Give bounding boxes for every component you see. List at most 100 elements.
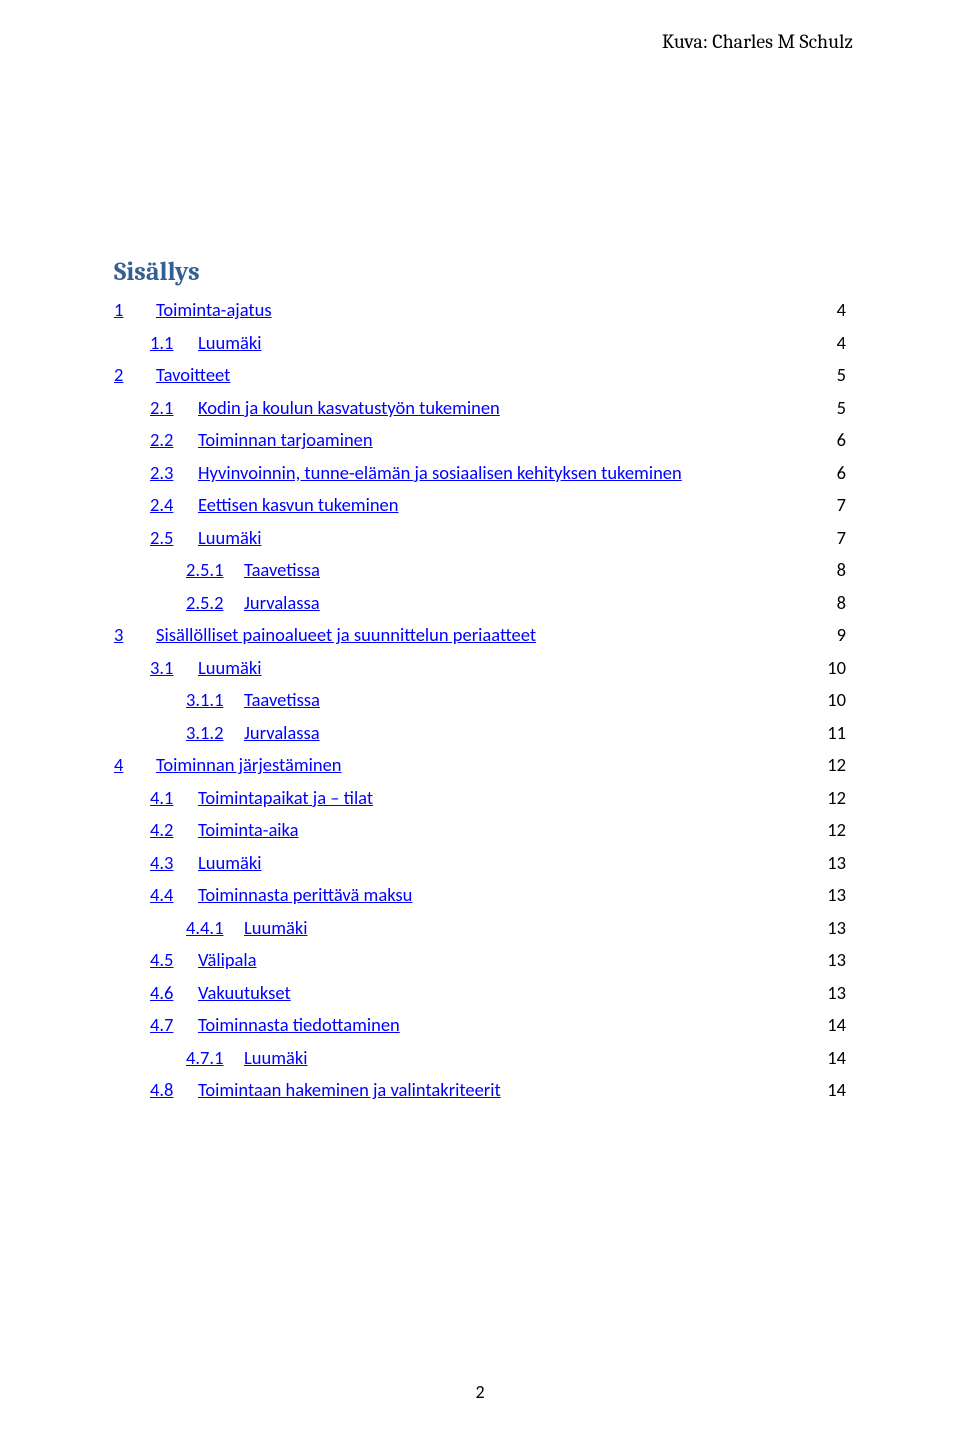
toc-entry-text: Luumäki: [244, 919, 308, 938]
toc-entry-number: 1.1: [150, 334, 198, 353]
toc-entry-page: 6: [837, 464, 846, 483]
toc-entry-text: Toiminnasta tiedottaminen: [198, 1016, 400, 1035]
toc-entry-left: 3.1Luumäki: [150, 659, 262, 678]
toc-entry-number: 2.5: [150, 529, 198, 548]
toc-entry-left: 4.4.1Luumäki: [186, 919, 308, 938]
toc-entry[interactable]: 2.1Kodin ja koulun kasvatustyön tukemine…: [114, 399, 846, 418]
toc-entry[interactable]: 3Sisällölliset painoalueet ja suunnittel…: [114, 626, 846, 645]
toc-entry-page: 7: [837, 496, 846, 515]
toc-entry-text: Jurvalassa: [244, 594, 320, 613]
image-credit: Kuva: Charles M Schulz: [114, 30, 853, 53]
toc-entry-page: 8: [837, 594, 846, 613]
toc-entry[interactable]: 3.1.1Taavetissa 10: [114, 691, 846, 710]
toc-entry-text: Toiminnasta perittävä maksu: [198, 886, 412, 905]
toc-entry-text: Luumäki: [198, 854, 262, 873]
toc-entry-text: Tavoitteet: [156, 366, 230, 385]
toc-entry-text: Toiminta-ajatus: [156, 301, 272, 320]
toc-entry[interactable]: 4.6Vakuutukset13: [114, 984, 846, 1003]
toc-entry-page: 13: [827, 886, 846, 905]
toc-entry-page: 14: [827, 1081, 846, 1100]
toc-entry[interactable]: 3.1.2Jurvalassa11: [114, 724, 846, 743]
toc-entry-left: 4.3Luumäki: [150, 854, 262, 873]
toc-entry[interactable]: 4Toiminnan järjestäminen 12: [114, 756, 846, 775]
toc-entry-left: 1.1Luumäki: [150, 334, 262, 353]
toc-entry[interactable]: 4.4Toiminnasta perittävä maksu 13: [114, 886, 846, 905]
toc-entry-number: 3.1.1: [186, 691, 244, 710]
toc-entry-left: 3Sisällölliset painoalueet ja suunnittel…: [114, 626, 536, 645]
toc-entry-left: 4.7Toiminnasta tiedottaminen: [150, 1016, 400, 1035]
page-number: 2: [0, 1381, 960, 1403]
toc-entry[interactable]: 4.7.1Luumäki 14: [114, 1049, 846, 1068]
toc-entry-left: 4Toiminnan järjestäminen: [114, 756, 342, 775]
toc-entry-number: 1: [114, 301, 156, 320]
toc-entry-page: 10: [827, 691, 846, 710]
toc-entry-text: Luumäki: [198, 334, 262, 353]
toc-entry-number: 4.5: [150, 951, 198, 970]
toc-entry[interactable]: 4.4.1Luumäki13: [114, 919, 846, 938]
toc-entry[interactable]: 2.5.1Taavetissa 8: [114, 561, 846, 580]
toc-entry-number: 4.7.1: [186, 1049, 244, 1068]
toc-entry-number: 4.8: [150, 1081, 198, 1100]
toc-entry[interactable]: 4.2Toiminta-aika12: [114, 821, 846, 840]
toc-entry-number: 2.4: [150, 496, 198, 515]
toc-title: Sisällys: [114, 257, 846, 287]
toc-entry[interactable]: 2.2Toiminnan tarjoaminen6: [114, 431, 846, 450]
toc-entry-number: 2.1: [150, 399, 198, 418]
toc-entry-text: Välipala: [198, 951, 257, 970]
toc-entry-number: 2.5.2: [186, 594, 244, 613]
toc-entry-number: 4.2: [150, 821, 198, 840]
toc-entry[interactable]: 3.1Luumäki 10: [114, 659, 846, 678]
toc-entry-text: Toimintapaikat ja – tilat: [198, 789, 373, 808]
toc-entry-left: 2.3Hyvinvoinnin, tunne-elämän ja sosiaal…: [150, 464, 682, 483]
toc-entry-left: 4.6Vakuutukset: [150, 984, 291, 1003]
toc-entry[interactable]: 1Toiminta-ajatus4: [114, 301, 846, 320]
toc-entry[interactable]: 2.5Luumäki 7: [114, 529, 846, 548]
toc-entry-number: 4.3: [150, 854, 198, 873]
toc-entry[interactable]: 2.4Eettisen kasvun tukeminen 7: [114, 496, 846, 515]
toc-entry-left: 3.1.1Taavetissa: [186, 691, 320, 710]
toc-entry-text: Kodin ja koulun kasvatustyön tukeminen: [198, 399, 500, 418]
toc-entry-left: 4.5Välipala: [150, 951, 257, 970]
toc-entry-page: 8: [837, 561, 846, 580]
toc-entry-page: 5: [837, 366, 846, 385]
toc-entry-left: 2.5.1Taavetissa: [186, 561, 320, 580]
toc-entry-text: Luumäki: [244, 1049, 308, 1068]
toc-entry[interactable]: 2.5.2Jurvalassa 8: [114, 594, 846, 613]
toc-entry-text: Taavetissa: [244, 691, 320, 710]
toc-entry[interactable]: 1.1Luumäki4: [114, 334, 846, 353]
toc-entry[interactable]: 2Tavoitteet5: [114, 366, 846, 385]
toc-entry-text: Hyvinvoinnin, tunne-elämän ja sosiaalise…: [198, 464, 682, 483]
toc-entry[interactable]: 4.3Luumäki 13: [114, 854, 846, 873]
toc-entry-text: Toiminta-aika: [198, 821, 299, 840]
toc-entry[interactable]: 4.1Toimintapaikat ja – tilat12: [114, 789, 846, 808]
toc-entry-text: Toiminnan tarjoaminen: [198, 431, 373, 450]
toc-entry-page: 12: [827, 756, 846, 775]
toc-entry-page: 10: [827, 659, 846, 678]
toc-entry-number: 3.1: [150, 659, 198, 678]
toc-entry-number: 4.4.1: [186, 919, 244, 938]
toc-entry-page: 13: [827, 854, 846, 873]
toc-entry-page: 13: [827, 951, 846, 970]
toc-entry[interactable]: 4.8Toimintaan hakeminen ja valintakritee…: [114, 1081, 846, 1100]
toc-entry-left: 2.4Eettisen kasvun tukeminen: [150, 496, 398, 515]
toc-entry-number: 4.7: [150, 1016, 198, 1035]
toc-entry-page: 14: [827, 1049, 846, 1068]
toc-entry[interactable]: 4.7Toiminnasta tiedottaminen14: [114, 1016, 846, 1035]
toc-entry-text: Sisällölliset painoalueet ja suunnittelu…: [156, 626, 536, 645]
toc-entry[interactable]: 2.3Hyvinvoinnin, tunne-elämän ja sosiaal…: [114, 464, 846, 483]
toc-entry-text: Luumäki: [198, 659, 262, 678]
toc-entry-number: 4.1: [150, 789, 198, 808]
toc-entry-number: 4.4: [150, 886, 198, 905]
toc-entry-left: 4.8Toimintaan hakeminen ja valintakritee…: [150, 1081, 501, 1100]
toc-entry[interactable]: 4.5Välipala 13: [114, 951, 846, 970]
toc-entry-page: 7: [837, 529, 846, 548]
table-of-contents: 1Toiminta-ajatus41.1Luumäki42Tavoitteet5…: [114, 301, 846, 1100]
toc-entry-text: Vakuutukset: [198, 984, 291, 1003]
toc-entry-text: Taavetissa: [244, 561, 320, 580]
toc-entry-page: 9: [837, 626, 846, 645]
toc-entry-left: 2.5Luumäki: [150, 529, 262, 548]
toc-entry-number: 3.1.2: [186, 724, 244, 743]
toc-entry-number: 4.6: [150, 984, 198, 1003]
toc-entry-number: 2.3: [150, 464, 198, 483]
toc-entry-page: 6: [837, 431, 846, 450]
